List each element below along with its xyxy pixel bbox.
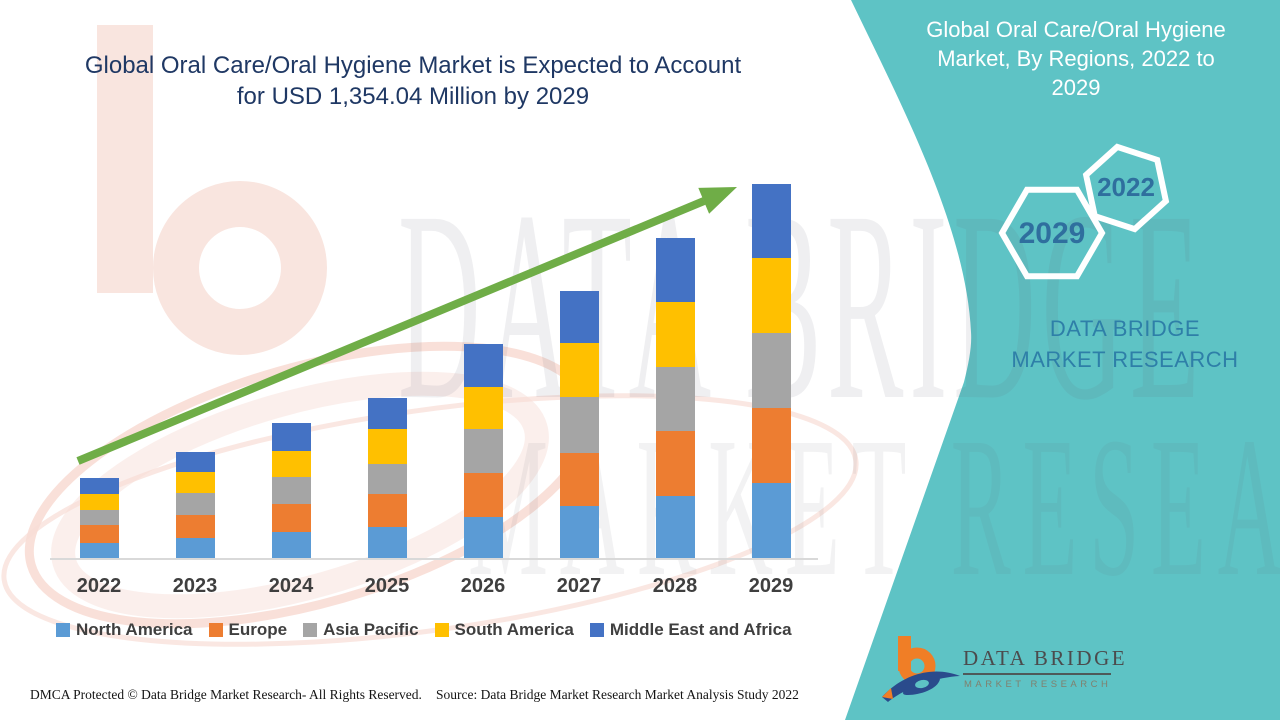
bar-segment-2025-south-america [367,429,407,464]
bar-segment-2024-middle-east-and-africa [271,423,311,452]
legend-swatch-icon [434,623,449,637]
bar-segment-2028-middle-east-and-africa [655,238,695,302]
bar-segment-2029-middle-east-and-africa [751,184,791,259]
x-axis-label-2026: 2026 [460,575,506,597]
bar-segment-2028-europe [655,431,695,496]
bar-segment-2025-asia-pacific [367,463,407,495]
bar-segment-2029-north-america [751,483,791,558]
bar-segment-2029-south-america [751,258,791,334]
legend-label: Middle East and Africa [609,620,792,639]
chart-title-line1: Global Oral Care/Oral Hygiene Market is … [84,52,742,79]
bar-segment-2029-europe [751,408,791,484]
bar-segment-2024-europe [271,503,311,533]
logo-subtitle-text: MARKET RESEARCH [964,679,1112,690]
logo-underline [963,673,1111,675]
legend-item-south-america: South America [434,620,574,640]
bar-segment-2026-europe [463,472,503,518]
chart-legend: North America Europe Asia Pacific South Ame… [56,620,792,640]
bar-segment-2028-south-america [655,301,695,367]
bar-segment-2024-asia-pacific [271,477,311,504]
x-axis-label-2022: 2022 [76,575,122,597]
x-axis-label-2027: 2027 [556,575,602,597]
bar-segment-2026-middle-east-and-africa [463,344,503,387]
bar-segment-2025-north-america [367,527,407,558]
bar-segment-2022-middle-east-and-africa [79,478,119,495]
bar-segment-2022-south-america [79,494,119,511]
bar-segment-2023-north-america [175,537,215,558]
x-axis-label-2024: 2024 [268,575,314,597]
legend-item-middle-east-and-africa: Middle East and Africa [589,620,792,640]
bar-segment-2023-middle-east-and-africa [175,451,215,472]
bar-segment-2023-europe [175,515,215,538]
legend-item-north-america: North America [56,620,193,640]
x-axis-label-2023: 2023 [172,575,218,597]
source-footer-text: Source: Data Bridge Market Research Mark… [436,687,799,702]
hexagon-back-year: 2029 [1019,217,1086,250]
legend-label: North America [76,620,193,639]
dmca-footer-text: DMCA Protected © Data Bridge Market Rese… [30,687,422,702]
chart-title: Global Oral Care/Oral Hygiene Market is … [55,50,771,112]
legend-label: Asia Pacific [323,620,419,639]
panel-title: Global Oral Care/Oral Hygiene Market, By… [926,17,1226,100]
bar-segment-2027-asia-pacific [559,396,599,453]
legend-swatch-icon [56,623,70,637]
bar-segment-2023-asia-pacific [175,493,215,516]
bar-segment-2024-south-america [271,451,311,478]
bar-segment-2026-north-america [463,517,503,558]
bar-segment-2022-north-america [79,542,119,558]
legend-label: South America [454,620,574,639]
hexagon-2022-icon: 2022 [1082,143,1170,233]
bar-segment-2024-north-america [271,532,311,558]
hexagon-front-year: 2022 [1097,172,1155,202]
chart-title-line2: for USD 1,354.04 Million by 2029 [236,83,590,110]
bar-segment-2025-europe [367,494,407,528]
panel-brand-text: DATA BRIDGE MARKET RESEARCH [1011,316,1239,372]
bar-segment-2028-asia-pacific [655,366,695,432]
bar-segment-2025-middle-east-and-africa [367,397,407,430]
legend-swatch-icon [589,623,604,637]
legend-item-europe: Europe [208,620,288,640]
bar-segment-2026-asia-pacific [463,429,503,473]
legend-label: Europe [228,620,288,639]
x-axis-label-2029: 2029 [748,575,794,597]
bar-segment-2022-asia-pacific [79,510,119,526]
bar-segment-2023-south-america [175,471,215,494]
bar-segment-2027-north-america [559,506,599,558]
bar-segment-2027-south-america [559,343,599,397]
data-bridge-logo-icon [882,636,960,702]
bar-segment-2028-north-america [655,495,695,558]
bar-segment-2027-europe [559,452,599,507]
x-axis-label-2028: 2028 [652,575,698,597]
bar-segment-2027-middle-east-and-africa [559,290,599,344]
logo-name-text: DATA BRIDGE [963,646,1128,670]
bar-segment-2022-europe [79,525,119,543]
hexagon-2029-icon: 2029 [998,186,1106,280]
legend-swatch-icon [208,623,223,637]
legend-item-asia-pacific: Asia Pacific [303,620,419,640]
x-axis-label-2025: 2025 [364,575,410,597]
bar-segment-2029-asia-pacific [751,333,791,408]
x-axis-line [50,558,818,560]
bar-segment-2026-south-america [463,386,503,430]
legend-swatch-icon [303,623,318,637]
